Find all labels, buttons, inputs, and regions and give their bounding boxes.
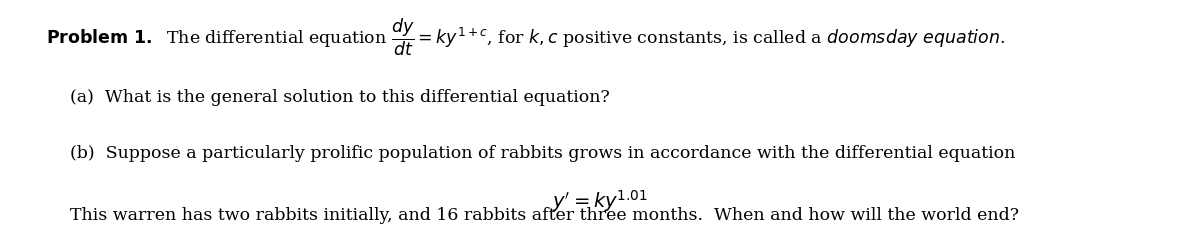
Text: This warren has two rabbits initially, and 16 rabbits after three months.  When : This warren has two rabbits initially, a… — [70, 207, 1019, 224]
Text: (a)  What is the general solution to this differential equation?: (a) What is the general solution to this… — [70, 89, 610, 106]
Text: (b)  Suppose a particularly prolific population of rabbits grows in accordance w: (b) Suppose a particularly prolific popu… — [70, 145, 1015, 162]
Text: $y' = ky^{1.01}$: $y' = ky^{1.01}$ — [552, 188, 648, 214]
Text: $\bf{Problem\ 1.}$  The differential equation $\dfrac{dy}{dt} = ky^{1+c}$, for $: $\bf{Problem\ 1.}$ The differential equa… — [46, 17, 1004, 58]
